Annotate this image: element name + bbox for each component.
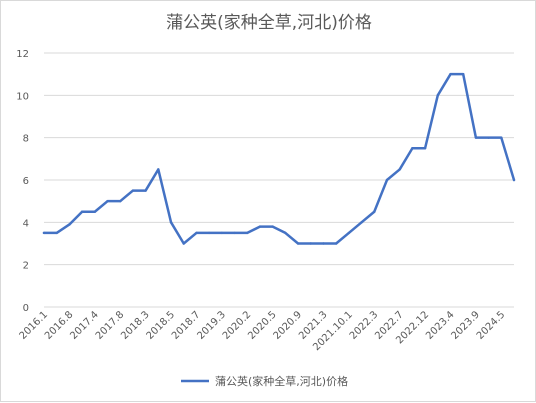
data-point bbox=[309, 242, 312, 245]
data-point bbox=[423, 147, 427, 150]
data-point bbox=[169, 221, 173, 224]
data-point bbox=[487, 136, 490, 139]
data-point bbox=[500, 136, 503, 139]
y-tick-label: 12 bbox=[16, 49, 29, 60]
data-point bbox=[398, 168, 401, 171]
legend: 蒲公英(家种全草,河北)价格 bbox=[181, 374, 348, 388]
data-point bbox=[449, 72, 452, 76]
data-point bbox=[385, 178, 389, 182]
data-point bbox=[157, 168, 160, 171]
legend-label: 蒲公英(家种全草,河北)价格 bbox=[215, 374, 348, 388]
x-tick-label: 2024.5 bbox=[475, 309, 508, 342]
chart-title: 蒲公英(家种全草,河北)价格 bbox=[166, 13, 372, 33]
data-point bbox=[220, 231, 224, 235]
y-tick-label: 8 bbox=[23, 134, 29, 145]
data-point bbox=[144, 189, 147, 192]
data-point bbox=[195, 231, 198, 235]
data-point bbox=[258, 225, 262, 228]
data-point bbox=[512, 178, 516, 182]
series-layer bbox=[42, 72, 516, 245]
data-point bbox=[284, 231, 287, 235]
data-point bbox=[436, 94, 439, 97]
data-point bbox=[373, 210, 376, 213]
data-point bbox=[93, 210, 97, 213]
data-point bbox=[68, 223, 71, 226]
x-axis: 2016.12016.82017.42017.82018.32018.52018… bbox=[18, 309, 508, 353]
series-line bbox=[42, 72, 516, 245]
data-point bbox=[322, 242, 325, 245]
y-tick-label: 0 bbox=[23, 303, 29, 314]
data-point bbox=[119, 199, 122, 203]
data-point bbox=[55, 231, 58, 235]
y-tick-label: 4 bbox=[23, 218, 29, 229]
y-axis: 0 2 4 6 8 10 12 bbox=[16, 49, 29, 314]
y-tick-label: 6 bbox=[23, 176, 29, 187]
data-point bbox=[360, 221, 363, 224]
data-point bbox=[411, 147, 414, 150]
data-point bbox=[246, 231, 249, 235]
gridlines bbox=[44, 52, 514, 308]
data-point bbox=[182, 242, 185, 245]
data-point bbox=[233, 231, 236, 235]
data-point bbox=[347, 231, 351, 235]
y-tick-label: 2 bbox=[23, 261, 29, 272]
data-point bbox=[296, 242, 300, 245]
data-point bbox=[461, 72, 465, 76]
data-point bbox=[80, 210, 84, 213]
data-point bbox=[131, 189, 135, 192]
data-point bbox=[271, 225, 274, 228]
data-point bbox=[334, 242, 338, 245]
data-point bbox=[42, 231, 46, 235]
y-tick-label: 10 bbox=[16, 91, 29, 102]
data-point bbox=[106, 199, 109, 203]
data-point bbox=[207, 231, 211, 235]
data-point bbox=[474, 136, 478, 139]
